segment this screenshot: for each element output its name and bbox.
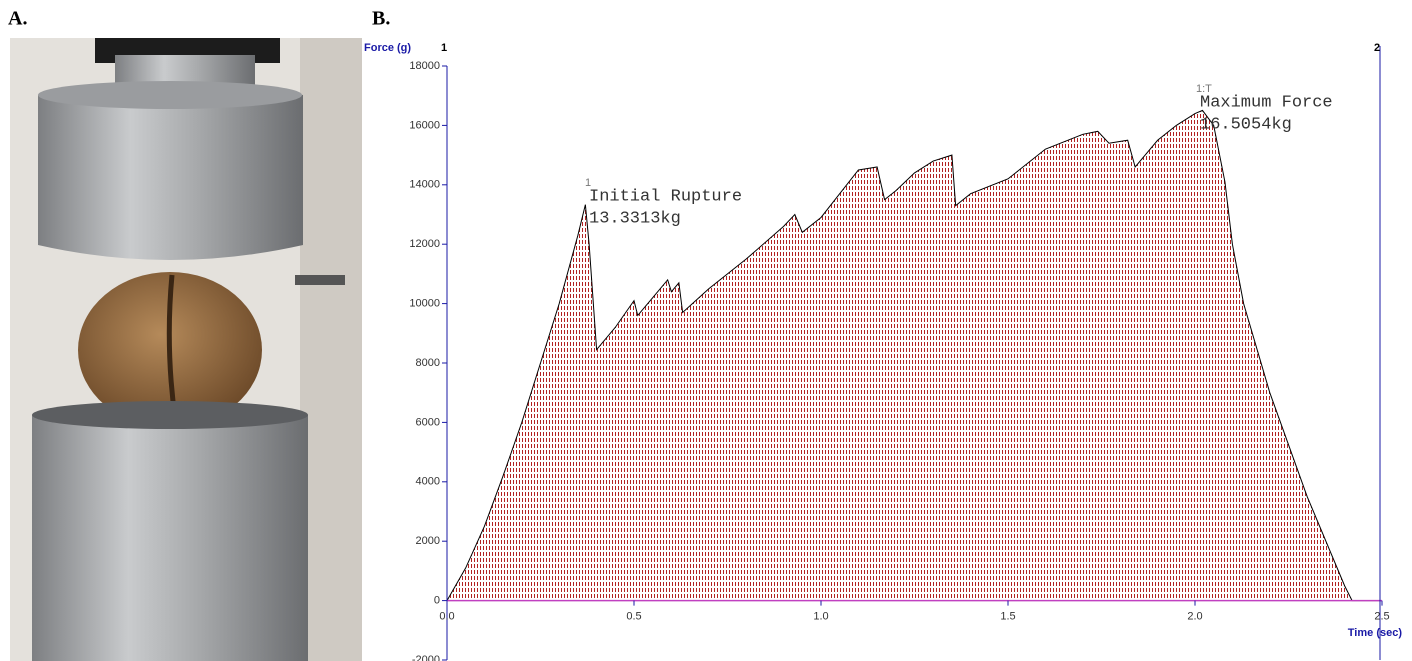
y-tick-label: 12000 bbox=[409, 238, 440, 250]
y-tick-label: 4000 bbox=[416, 476, 440, 488]
x-tick-label: 0.5 bbox=[626, 611, 641, 623]
y-tick-label: 0 bbox=[434, 595, 440, 607]
annotation: 16.5054kg bbox=[1200, 115, 1292, 134]
annotation: Initial Rupture bbox=[589, 187, 742, 206]
y-tick-label: 14000 bbox=[409, 179, 440, 191]
photo bbox=[10, 38, 362, 661]
y-tick-label: -2000 bbox=[412, 654, 440, 661]
panel-label: A. bbox=[8, 8, 27, 30]
x-tick-label: 2.5 bbox=[1374, 611, 1389, 623]
annotation: 13.3313kg bbox=[589, 209, 681, 228]
cursor-label: 2 bbox=[1374, 42, 1380, 54]
y-tick-label: 16000 bbox=[409, 119, 440, 131]
x-tick-label: 1.0 bbox=[813, 611, 828, 623]
annotation: Maximum Force bbox=[1200, 93, 1333, 112]
x-tick-label: 2.0 bbox=[1187, 611, 1202, 623]
y-tick-label: 18000 bbox=[409, 60, 440, 72]
y-axis-label: Force (g) bbox=[364, 42, 411, 54]
area-fill bbox=[447, 110, 1382, 601]
annotation-marker: 1 bbox=[585, 177, 591, 189]
y-tick-label: 10000 bbox=[409, 298, 440, 310]
panel-label: B. bbox=[372, 8, 390, 30]
y-tick-label: 6000 bbox=[416, 416, 440, 428]
area-line bbox=[446, 109, 1382, 602]
x-tick-label: 0.0 bbox=[439, 611, 454, 623]
x-axis-label: Time (sec) bbox=[1348, 627, 1403, 639]
cursor-label: 1 bbox=[441, 42, 447, 54]
x-tick-label: 1.5 bbox=[1000, 611, 1015, 623]
y-tick-label: 2000 bbox=[416, 535, 440, 547]
annotation-marker: 1:T bbox=[1196, 83, 1212, 95]
y-tick-label: 8000 bbox=[416, 357, 440, 369]
